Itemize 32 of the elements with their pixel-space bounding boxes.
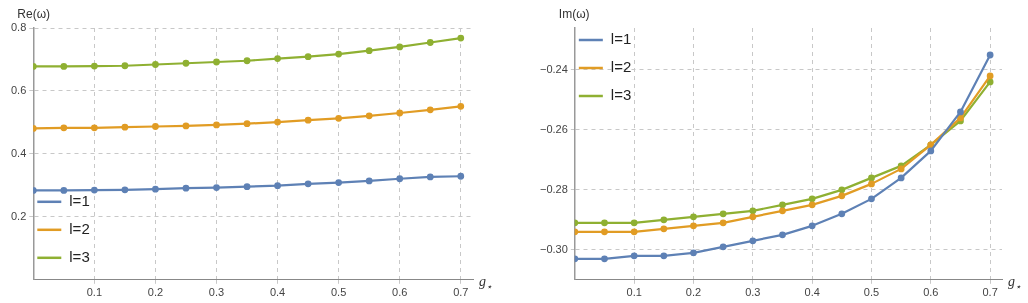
x-tick-label: 0.5	[863, 286, 880, 299]
y-tick-label: −0.28	[539, 182, 568, 195]
x-tick-label: 0.4	[269, 286, 286, 299]
legend-label: l=2	[610, 58, 632, 76]
x-axis-title: g⋆	[1008, 273, 1021, 292]
x-tick-label: 0.6	[923, 286, 939, 299]
y-tick-label: 0.4	[10, 146, 27, 159]
y-tick-label: 0.6	[10, 83, 27, 96]
legend-label: l=3	[69, 247, 90, 265]
x-tick-label: 0.4	[804, 286, 820, 299]
x-tick-label: 0.6	[392, 286, 408, 299]
x-tick-label: 0.1	[626, 286, 642, 299]
x-tick-label: 0.1	[86, 286, 103, 299]
legend-label: l=3	[610, 86, 632, 104]
y-tick-label: −0.30	[539, 242, 568, 255]
x-tick-label: 0.7	[982, 286, 998, 299]
y-tick-label: −0.26	[539, 122, 568, 135]
y-tick-label: 0.2	[10, 209, 27, 222]
x-tick-label: 0.3	[745, 286, 761, 299]
legend-label: l=1	[69, 191, 90, 209]
x-tick-label: 0.5	[331, 286, 347, 299]
y-tick-label: 0.8	[10, 21, 27, 34]
y-tick-label: −0.24	[539, 63, 568, 75]
y-axis-title: Re(ω)	[17, 7, 50, 21]
legend-label: l=1	[610, 30, 632, 48]
y-axis-title: Im(ω)	[558, 7, 590, 21]
x-tick-label: 0.2	[147, 286, 164, 299]
x-axis-title: g⋆	[479, 273, 492, 292]
x-tick-label: 0.3	[208, 286, 225, 299]
x-tick-label: 0.2	[685, 286, 702, 299]
x-tick-label: 0.7	[453, 286, 469, 299]
legend-label: l=2	[69, 219, 90, 237]
